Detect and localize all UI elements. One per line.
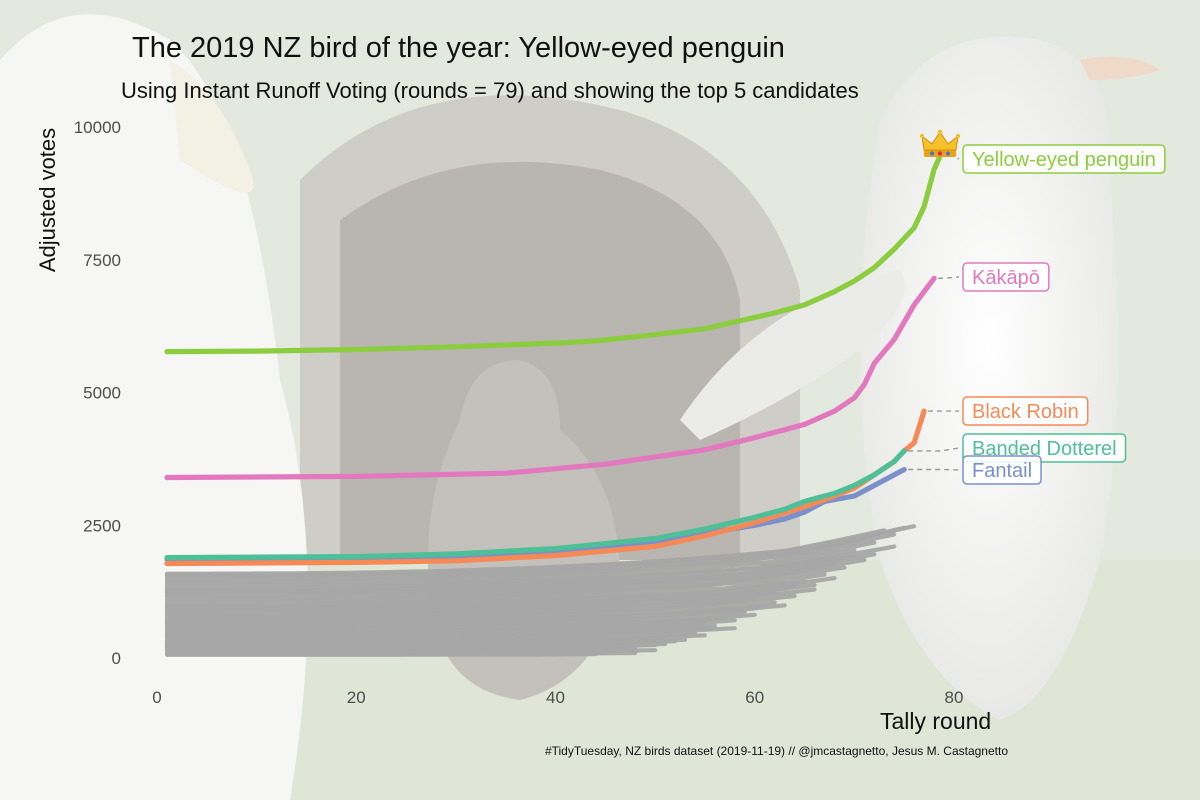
axis-ticks: 0 20 40 60 80 0 2500 5000 7500 10000 <box>74 118 964 707</box>
other-candidate-line <box>164 572 827 604</box>
y-tick-label: 10000 <box>74 118 121 137</box>
y-tick-label: 2500 <box>83 516 121 535</box>
series-label: Banded Dotterel <box>972 438 1117 460</box>
other-candidate-line <box>164 525 907 578</box>
series-line <box>164 448 907 561</box>
series-label-box <box>962 262 1050 292</box>
x-tick-label: 80 <box>945 688 964 707</box>
other-candidate-line <box>164 582 817 610</box>
x-tick-label: 20 <box>347 688 366 707</box>
x-axis-label: Tally round <box>880 708 992 734</box>
series-line <box>164 144 947 355</box>
y-axis-label: Adjusted votes <box>35 127 60 273</box>
chart-caption: #TidyTuesday, NZ birds dataset (2019-11-… <box>544 744 1008 758</box>
series-label: Fantail <box>972 460 1032 482</box>
series-label: Yellow-eyed penguin <box>972 149 1156 171</box>
top-candidates-lines <box>164 144 947 567</box>
other-candidate-line <box>164 552 877 592</box>
label-connector <box>938 276 960 280</box>
other-candidates-lines <box>164 524 917 657</box>
other-candidate-line <box>164 540 877 586</box>
crown-icon <box>920 129 960 157</box>
series-line <box>164 408 927 567</box>
other-candidate-line <box>164 565 847 600</box>
other-candidate-line <box>164 532 897 581</box>
series-label: Kākāpō <box>972 267 1040 289</box>
series-labels: Yellow-eyed penguin Kākāpō Black Robin Band… <box>962 144 1166 485</box>
y-tick-label: 5000 <box>83 384 121 403</box>
label-connectors <box>908 146 960 471</box>
x-tick-label: 0 <box>152 688 161 707</box>
chart-title: The 2019 NZ bird of the year: Yellow-eye… <box>132 32 785 64</box>
x-tick-label: 60 <box>745 688 764 707</box>
label-connector <box>908 447 960 452</box>
series-label: Black Robin <box>972 401 1079 423</box>
other-candidate-line <box>164 575 837 606</box>
other-candidate-line <box>164 544 897 588</box>
label-connector <box>908 468 960 471</box>
other-candidate-line <box>164 593 797 617</box>
x-tick-label: 40 <box>546 688 565 707</box>
series-label-box <box>962 455 1042 485</box>
chart-subtitle: Using Instant Runoff Voting (rounds = 79… <box>121 78 859 103</box>
series-label-box <box>962 433 1127 463</box>
series-line <box>164 275 937 481</box>
series-label-box <box>962 144 1166 174</box>
series-label-box <box>962 396 1089 426</box>
y-tick-label: 0 <box>112 649 121 668</box>
series-line <box>164 466 907 562</box>
y-tick-label: 7500 <box>83 251 121 270</box>
